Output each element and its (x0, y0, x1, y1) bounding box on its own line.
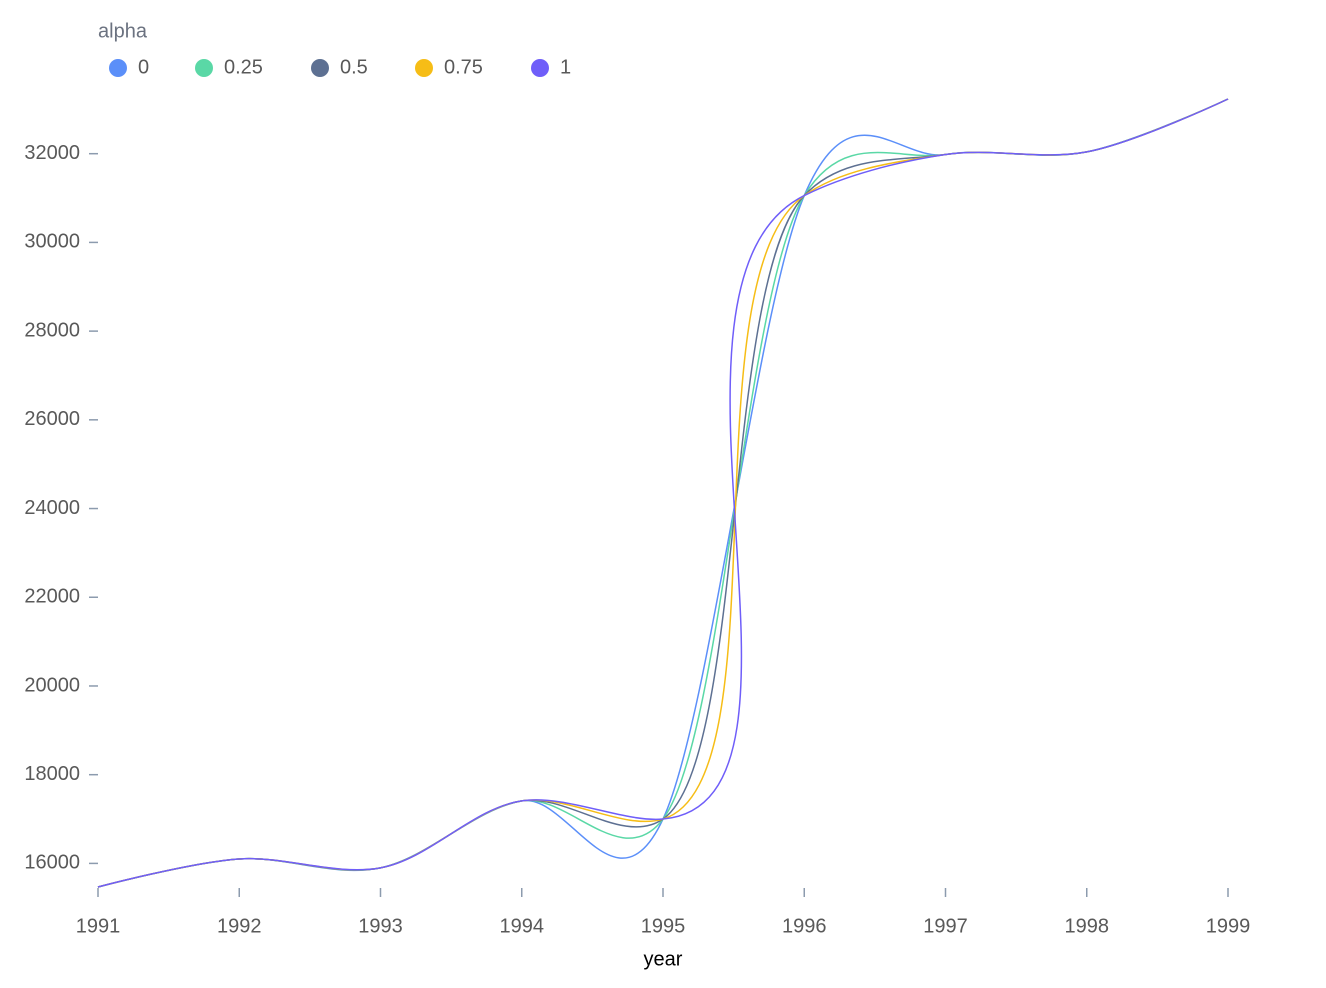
y-tick-label: 28000 (24, 319, 80, 341)
legend-label: 0.75 (444, 56, 483, 78)
legend-item: 0.75 (415, 56, 483, 78)
legend-item: 0.25 (195, 56, 263, 78)
y-tick-label: 26000 (24, 408, 80, 430)
y-tick-label: 18000 (24, 763, 80, 785)
y-tick-label: 24000 (24, 497, 80, 519)
legend-label: 0 (138, 56, 149, 78)
x-tick-label: 1998 (1065, 915, 1110, 937)
series-line (97, 98, 1229, 888)
legend-title: alpha (98, 20, 148, 42)
x-axis-label: year (644, 948, 683, 970)
y-tick-label: 22000 (24, 586, 80, 608)
y-tick-label: 20000 (24, 674, 80, 696)
legend-label: 1 (560, 56, 571, 78)
series-line (97, 98, 1229, 888)
x-tick-label: 1992 (217, 915, 262, 937)
series-line (97, 98, 1229, 888)
series-line (97, 98, 1229, 888)
legend-label: 0.5 (340, 56, 368, 78)
x-tick-label: 1997 (923, 915, 968, 937)
x-tick-label: 1999 (1206, 915, 1251, 937)
x-tick-label: 1994 (500, 915, 545, 937)
x-tick-label: 1996 (782, 915, 827, 937)
series-line (97, 98, 1229, 888)
legend-item: 1 (531, 56, 571, 78)
legend-marker (195, 59, 213, 77)
x-tick-label: 1991 (76, 915, 121, 937)
legend-label: 0.25 (224, 56, 263, 78)
legend-marker (415, 59, 433, 77)
y-tick-label: 16000 (24, 852, 80, 874)
legend-marker (311, 59, 329, 77)
y-tick-label: 32000 (24, 142, 80, 164)
legend-item: 0.5 (311, 56, 368, 78)
legend-item: 0 (109, 56, 149, 78)
legend-marker (109, 59, 127, 77)
legend-marker (531, 59, 549, 77)
y-tick-label: 30000 (24, 231, 80, 253)
x-tick-label: 1995 (641, 915, 686, 937)
x-tick-label: 1993 (358, 915, 403, 937)
